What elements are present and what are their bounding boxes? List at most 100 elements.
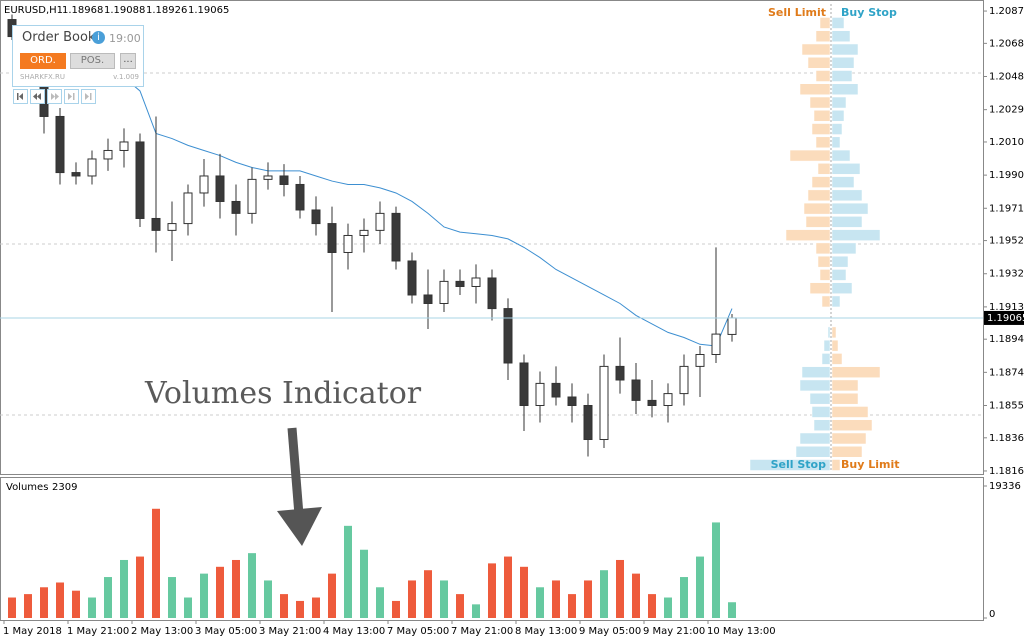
book-bar	[831, 229, 881, 241]
volume-bar	[648, 594, 656, 618]
book-bar	[831, 70, 853, 82]
volume-last: 2309	[52, 482, 77, 493]
book-bar	[831, 366, 881, 378]
volume-bar	[568, 594, 576, 618]
volume-bar	[200, 573, 208, 618]
y-tick-label: 1.19325	[989, 269, 1024, 280]
book-bar	[807, 56, 831, 69]
candle-body	[263, 175, 273, 180]
book-bar	[811, 406, 831, 418]
book-bar	[789, 149, 831, 162]
candle-body	[695, 353, 705, 367]
last-open: 1.18968	[62, 5, 103, 16]
book-label: Buy Limit	[841, 458, 900, 471]
book-bar	[819, 269, 831, 281]
candle-body	[583, 405, 593, 441]
x-tick-label: 9 May 05:00	[579, 626, 641, 637]
volume-bar	[264, 580, 272, 618]
volume-bar	[504, 556, 512, 618]
ord-button[interactable]: ORD.	[20, 53, 66, 69]
book-bar	[803, 202, 831, 215]
volume-bar	[280, 594, 288, 618]
book-bar	[831, 419, 873, 431]
volume-bar	[392, 600, 400, 618]
book-bar	[785, 229, 831, 241]
book-bar	[831, 326, 837, 339]
book-bar	[831, 56, 855, 69]
book-bar	[811, 123, 831, 135]
volume-bar	[232, 559, 240, 618]
book-bar	[831, 43, 859, 56]
candle-body	[423, 294, 433, 304]
info-icon[interactable]: i	[92, 31, 105, 44]
book-bar	[831, 445, 863, 458]
volume-bar	[248, 553, 256, 618]
candle-body	[215, 175, 225, 202]
volume-bar	[344, 525, 352, 618]
order-book-widget: Order Book i 19:00 ORD. POS. ... SHARKFX…	[12, 25, 144, 87]
candle-body	[119, 141, 129, 151]
symbol: EURUSD,H1	[4, 5, 63, 16]
volume-bar	[88, 597, 96, 618]
book-bar	[831, 123, 843, 135]
book-bar	[799, 379, 831, 392]
candle-body	[503, 308, 513, 364]
last-close: 1.19065	[188, 5, 229, 16]
y-tick-label: 1.19905	[989, 170, 1024, 181]
candle-body	[327, 223, 337, 253]
candle-body	[391, 212, 401, 262]
x-tick-label: 2 May 13:00	[131, 626, 193, 637]
volume-bar	[584, 580, 592, 618]
arrow-head	[277, 507, 322, 546]
book-bar	[831, 30, 851, 42]
volume-bar	[8, 597, 16, 618]
candle-body	[647, 399, 657, 407]
y-tick-label: 1.19520	[989, 236, 1024, 247]
volume-bar	[152, 508, 160, 618]
volume-bar	[72, 590, 80, 618]
book-bar	[831, 269, 847, 281]
candle-body	[199, 175, 209, 194]
book-bar	[831, 202, 869, 215]
book-bar	[831, 406, 869, 418]
candle-body	[87, 158, 97, 177]
volume-bar	[616, 559, 624, 618]
book-bar	[749, 459, 831, 471]
book-bar	[817, 163, 831, 175]
y-tick-label: 1.20290	[989, 105, 1024, 116]
y-tick-label: 1.20485	[989, 72, 1024, 83]
volume-label: Volumes	[6, 482, 48, 493]
volume-bar	[664, 597, 672, 618]
more-button[interactable]: ...	[120, 53, 136, 69]
volume-bar	[408, 580, 416, 618]
book-bar	[831, 216, 863, 228]
candle-body	[279, 175, 289, 185]
volume-bar	[168, 577, 176, 618]
y-tick-label: 1.18940	[989, 334, 1024, 345]
candle-body	[727, 317, 737, 335]
candle-body	[535, 382, 545, 407]
book-bar	[809, 392, 831, 405]
candle-body	[599, 365, 609, 441]
price-tag	[984, 310, 1024, 325]
volume-bar	[56, 582, 64, 618]
volume-bar	[216, 566, 224, 618]
pos-button[interactable]: POS.	[70, 53, 115, 69]
volume-bar	[696, 556, 704, 618]
volume-bar	[712, 522, 720, 618]
brand: SHARKFX.RU	[20, 73, 65, 81]
book-bar	[831, 432, 867, 445]
candle-body	[167, 223, 177, 231]
book-bar	[811, 176, 831, 188]
book-bar	[831, 176, 855, 188]
x-tick-label: 1 May 21:00	[67, 626, 129, 637]
candle-body	[663, 393, 673, 407]
volume-bar	[424, 570, 432, 618]
widget-title: Order Book	[22, 30, 96, 45]
volume-bar	[680, 577, 688, 618]
volume-bar	[440, 580, 448, 618]
candle-body	[311, 209, 321, 225]
book-bar	[831, 379, 859, 392]
